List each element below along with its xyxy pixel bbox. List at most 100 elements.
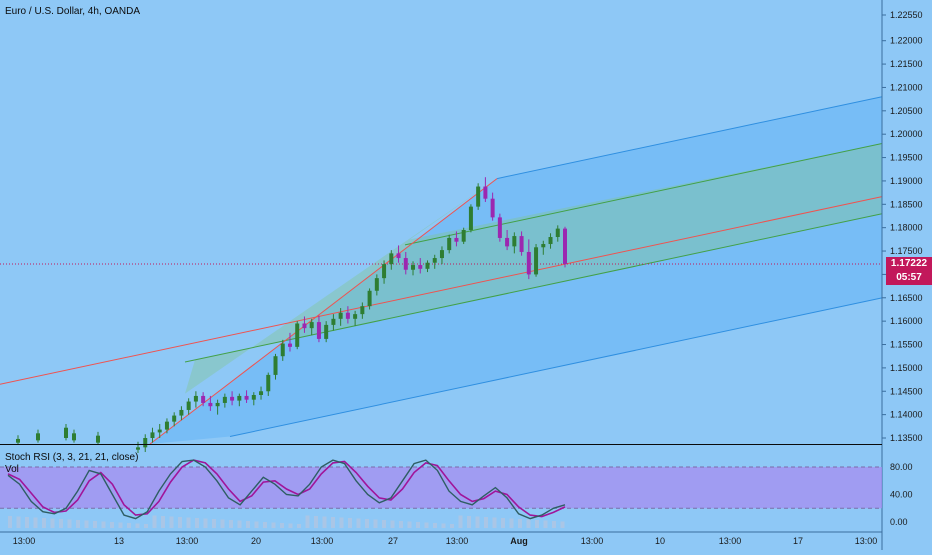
- candle-body[interactable]: [345, 312, 350, 319]
- candle-body[interactable]: [439, 250, 444, 259]
- candle-body[interactable]: [208, 402, 213, 407]
- price-tick-label: 1.17500: [890, 246, 923, 256]
- candle-body[interactable]: [280, 343, 285, 357]
- volume-bar: [348, 518, 352, 528]
- candle-body[interactable]: [505, 237, 510, 247]
- price-tick-label: 1.18000: [890, 223, 923, 233]
- candle-body[interactable]: [519, 236, 524, 252]
- volume-bar: [416, 522, 420, 528]
- price-tick-label: 1.18500: [890, 199, 923, 209]
- candle-body[interactable]: [526, 251, 531, 275]
- candle-body[interactable]: [230, 396, 235, 401]
- candle-body[interactable]: [563, 228, 567, 265]
- candle-body[interactable]: [353, 314, 358, 319]
- candle-body[interactable]: [150, 432, 155, 438]
- candle-body[interactable]: [468, 206, 473, 231]
- volume-bar: [543, 520, 548, 528]
- candle-body[interactable]: [555, 228, 560, 238]
- candle-body[interactable]: [287, 343, 292, 347]
- candle-body[interactable]: [259, 391, 264, 395]
- candle-body[interactable]: [461, 230, 466, 242]
- candle-body[interactable]: [483, 186, 488, 199]
- candle-body[interactable]: [396, 253, 401, 259]
- candle-body[interactable]: [222, 396, 227, 403]
- stoch-k-line[interactable]: [7, 459, 566, 520]
- candle-body[interactable]: [541, 244, 546, 248]
- stoch-tick-label: 0.00: [890, 517, 908, 527]
- candle-body[interactable]: [251, 394, 256, 400]
- last-price-tag: 1.17222: [886, 257, 932, 272]
- candle-body[interactable]: [164, 421, 169, 430]
- candle-body[interactable]: [215, 402, 220, 407]
- candle-body[interactable]: [360, 306, 365, 315]
- candle-body[interactable]: [64, 427, 68, 438]
- candle-body[interactable]: [273, 356, 278, 375]
- pitchfork-outer-upper-line[interactable]: [496, 96, 883, 180]
- price-tick-label: 1.21000: [890, 82, 923, 92]
- candle-body[interactable]: [16, 438, 20, 443]
- candle-body[interactable]: [512, 236, 517, 247]
- candle-body[interactable]: [172, 415, 177, 422]
- pitchfork-inner-lower-line[interactable]: [184, 213, 883, 363]
- candle-body[interactable]: [316, 322, 321, 339]
- candle-body[interactable]: [548, 237, 553, 245]
- stoch-rsi-title[interactable]: Stoch RSI (3, 3, 21, 21, close): [5, 452, 139, 463]
- candle-body[interactable]: [447, 237, 452, 251]
- volume-bar: [42, 518, 46, 528]
- volume-bar: [475, 516, 480, 528]
- candle-body[interactable]: [36, 433, 40, 441]
- candle-body[interactable]: [266, 374, 271, 392]
- candle-body[interactable]: [136, 447, 140, 450]
- volume-bar: [331, 517, 335, 528]
- candle-body[interactable]: [201, 395, 206, 403]
- candle-body[interactable]: [237, 395, 242, 401]
- volume-bar: [271, 522, 276, 528]
- price-tick-label: 1.20000: [890, 129, 923, 139]
- candle-body[interactable]: [497, 217, 502, 238]
- candle-body[interactable]: [418, 265, 423, 269]
- price-tick-label: 1.22550: [890, 10, 923, 20]
- volume-label[interactable]: Vol: [5, 464, 19, 475]
- candle-body[interactable]: [425, 262, 430, 269]
- candle-body[interactable]: [157, 429, 162, 433]
- candle-body[interactable]: [382, 264, 387, 279]
- candle-body[interactable]: [186, 401, 191, 410]
- volume-bar: [322, 516, 327, 528]
- symbol-title: Euro / U.S. Dollar, 4h, OANDA: [5, 6, 141, 17]
- candle-body[interactable]: [96, 435, 100, 443]
- candle-body[interactable]: [143, 438, 148, 448]
- stoch-d-line[interactable]: [7, 459, 566, 518]
- candle-body[interactable]: [338, 312, 343, 319]
- volume-bar: [169, 516, 174, 528]
- candle-body[interactable]: [179, 409, 184, 416]
- candle-body[interactable]: [432, 258, 437, 263]
- candle-body[interactable]: [324, 324, 329, 339]
- candle-body[interactable]: [403, 258, 408, 270]
- volume-bar: [25, 517, 29, 528]
- volume-bar: [365, 519, 369, 528]
- candle-body[interactable]: [331, 318, 336, 325]
- candle-body[interactable]: [476, 186, 481, 207]
- pitchfork-handle-line[interactable]: [149, 178, 498, 445]
- time-tick-label: 10: [655, 536, 665, 546]
- candle-body[interactable]: [367, 290, 372, 307]
- candle-body[interactable]: [302, 323, 307, 329]
- candle-body[interactable]: [295, 323, 300, 347]
- candle-body[interactable]: [309, 322, 314, 329]
- candle-body[interactable]: [389, 253, 394, 265]
- pitchfork-outer-lower-line[interactable]: [229, 297, 883, 438]
- candle-body[interactable]: [454, 237, 459, 242]
- pitchfork-median-line[interactable]: [0, 196, 883, 385]
- candle-body[interactable]: [374, 278, 379, 291]
- candle-body[interactable]: [193, 395, 198, 402]
- candle-body[interactable]: [244, 395, 249, 400]
- candle-body[interactable]: [72, 433, 76, 441]
- volume-bar: [67, 519, 72, 528]
- pitchfork-inner-upper-line[interactable]: [404, 142, 883, 246]
- candle-body[interactable]: [534, 247, 539, 275]
- candle-body[interactable]: [411, 265, 416, 270]
- volume-bar: [467, 516, 471, 528]
- candle-body[interactable]: [490, 198, 495, 218]
